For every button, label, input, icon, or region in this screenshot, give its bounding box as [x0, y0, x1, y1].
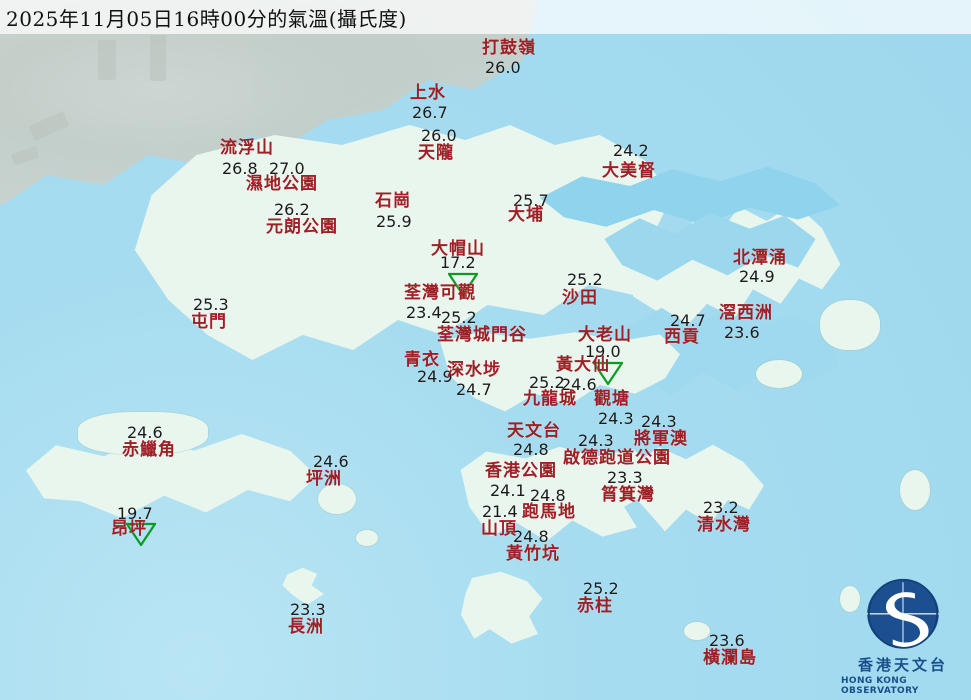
station-temperature-value: 24.3 — [598, 409, 634, 428]
station-name-label: 屯門 — [191, 312, 227, 332]
station-temperature-value: 25.2 — [583, 579, 619, 598]
station-temperature-value: 17.2 — [440, 253, 476, 272]
station-temperature-value: 25.2 — [529, 373, 565, 392]
land-islet — [840, 586, 860, 612]
station-name-label: 天文台 — [507, 421, 561, 441]
station-name-label: 元朗公園 — [266, 217, 338, 237]
station-temperature-value: 23.4 — [406, 303, 442, 322]
station-temperature-value: 25.3 — [193, 295, 229, 314]
station-temperature-value: 26.0 — [485, 58, 521, 77]
land-islet — [900, 470, 930, 510]
station-name-label: 深水埗 — [447, 360, 501, 380]
station-temperature-value: 24.3 — [641, 412, 677, 431]
station-name-label: 赤鱲角 — [122, 440, 176, 460]
station-temperature-value: 24.6 — [313, 452, 349, 471]
station-name-label: 打鼓嶺 — [482, 38, 536, 58]
station-marker-triangle-icon — [448, 248, 478, 296]
station-name-label: 跑馬地 — [522, 502, 576, 522]
land-islet — [820, 300, 880, 350]
land-peng-chau — [318, 484, 356, 514]
station-name-label: 清水灣 — [697, 515, 751, 535]
station-temperature-value: 24.1 — [490, 481, 526, 500]
station-name-label: 九龍城 — [523, 389, 577, 409]
land-islet — [356, 530, 378, 546]
station-temperature-value: 24.8 — [513, 527, 549, 546]
page-title: 2025年11月05日16時00分的氣溫(攝氏度) — [6, 6, 407, 31]
station-temperature-value: 26.0 — [421, 126, 457, 145]
station-name-label: 荃灣城門谷 — [437, 325, 527, 345]
station-temperature-value: 25.2 — [441, 308, 477, 327]
station-name-label: 大老山 — [578, 325, 632, 345]
station-marker-triangle-icon — [593, 337, 623, 385]
station-name-label: 香港公園 — [485, 461, 557, 481]
station-name-label: 滘西洲 — [719, 303, 773, 323]
station-temperature-value: 25.2 — [567, 270, 603, 289]
station-temperature-value: 26.2 — [274, 200, 310, 219]
station-name-label: 上水 — [410, 83, 446, 103]
station-temperature-value: 23.3 — [290, 600, 326, 619]
terrain-speck — [150, 35, 166, 81]
land-waglan — [684, 622, 710, 640]
station-name-label: 啟德跑道公園 — [563, 448, 671, 468]
logo-name-cn: 香港天文台 — [857, 656, 948, 674]
station-name-label: 濕地公園 — [246, 174, 318, 194]
station-temperature-value: 24.9 — [739, 267, 775, 286]
station-name-label: 赤柱 — [577, 596, 613, 616]
station-temperature-value: 24.9 — [417, 367, 453, 386]
station-temperature-value: 24.8 — [530, 486, 566, 505]
station-temperature-value: 24.7 — [670, 311, 706, 330]
station-name-label: 將軍澳 — [634, 429, 688, 449]
station-name-label: 山頂 — [481, 519, 517, 539]
station-temperature-value: 21.4 — [482, 502, 518, 521]
station-name-label: 北潭涌 — [733, 248, 787, 268]
station-temperature-value: 23.6 — [724, 323, 760, 342]
station-name-label: 大帽山 — [431, 239, 485, 259]
station-name-label: 青衣 — [404, 350, 440, 370]
station-temperature-value: 24.6 — [561, 375, 597, 394]
station-name-label: 大美督 — [602, 161, 656, 181]
station-temperature-value: 27.0 — [269, 159, 305, 178]
station-name-label: 觀塘 — [594, 389, 630, 409]
station-temperature-value: 24.2 — [613, 141, 649, 160]
station-name-label: 天隴 — [418, 143, 454, 163]
station-name-label: 筲箕灣 — [601, 485, 655, 505]
station-temperature-value: 19.7 — [117, 504, 153, 523]
station-name-label: 西貢 — [664, 327, 700, 347]
station-name-label: 長洲 — [288, 617, 324, 637]
station-name-label: 黃竹坑 — [506, 544, 560, 564]
station-name-label: 黃大仙 — [556, 355, 610, 375]
station-marker-triangle-icon — [126, 498, 156, 546]
station-name-label: 橫瀾島 — [703, 648, 757, 668]
station-temperature-value: 23.6 — [709, 631, 745, 650]
station-temperature-value: 25.9 — [376, 212, 412, 231]
hko-logo: 香港天文台 HONG KONG OBSERVATORY — [841, 578, 965, 696]
station-temperature-value: 24.8 — [513, 440, 549, 459]
station-name-label: 坪洲 — [306, 469, 342, 489]
station-temperature-value: 24.7 — [456, 380, 492, 399]
station-name-label: 沙田 — [562, 288, 598, 308]
map-title-bar: 2025年11月05日16時00分的氣溫(攝氏度) — [0, 0, 971, 34]
station-name-label: 昂坪 — [111, 519, 147, 539]
station-temperature-value: 26.8 — [222, 159, 258, 178]
station-name-label: 大埔 — [508, 205, 544, 225]
station-temperature-value: 24.6 — [127, 423, 163, 442]
land-hong-kong-island — [460, 446, 661, 542]
station-name-label: 石崗 — [375, 191, 411, 211]
station-temperature-value: 19.0 — [585, 342, 621, 361]
land-chek-lap-kok — [78, 412, 208, 454]
station-temperature-value: 23.3 — [607, 468, 643, 487]
logo-name-en: HONG KONG OBSERVATORY — [841, 676, 919, 696]
station-temperature-value: 26.7 — [412, 103, 448, 122]
terrain-speck — [98, 40, 116, 80]
land-islet — [756, 360, 802, 388]
hko-logo-mark — [867, 578, 939, 649]
station-name-label: 荃灣可觀 — [404, 283, 476, 303]
land-lamma — [461, 571, 543, 644]
station-name-label: 流浮山 — [220, 138, 274, 158]
station-temperature-value: 23.2 — [703, 498, 739, 517]
station-temperature-value: 24.3 — [578, 431, 614, 450]
station-temperature-value: 25.7 — [513, 191, 549, 210]
